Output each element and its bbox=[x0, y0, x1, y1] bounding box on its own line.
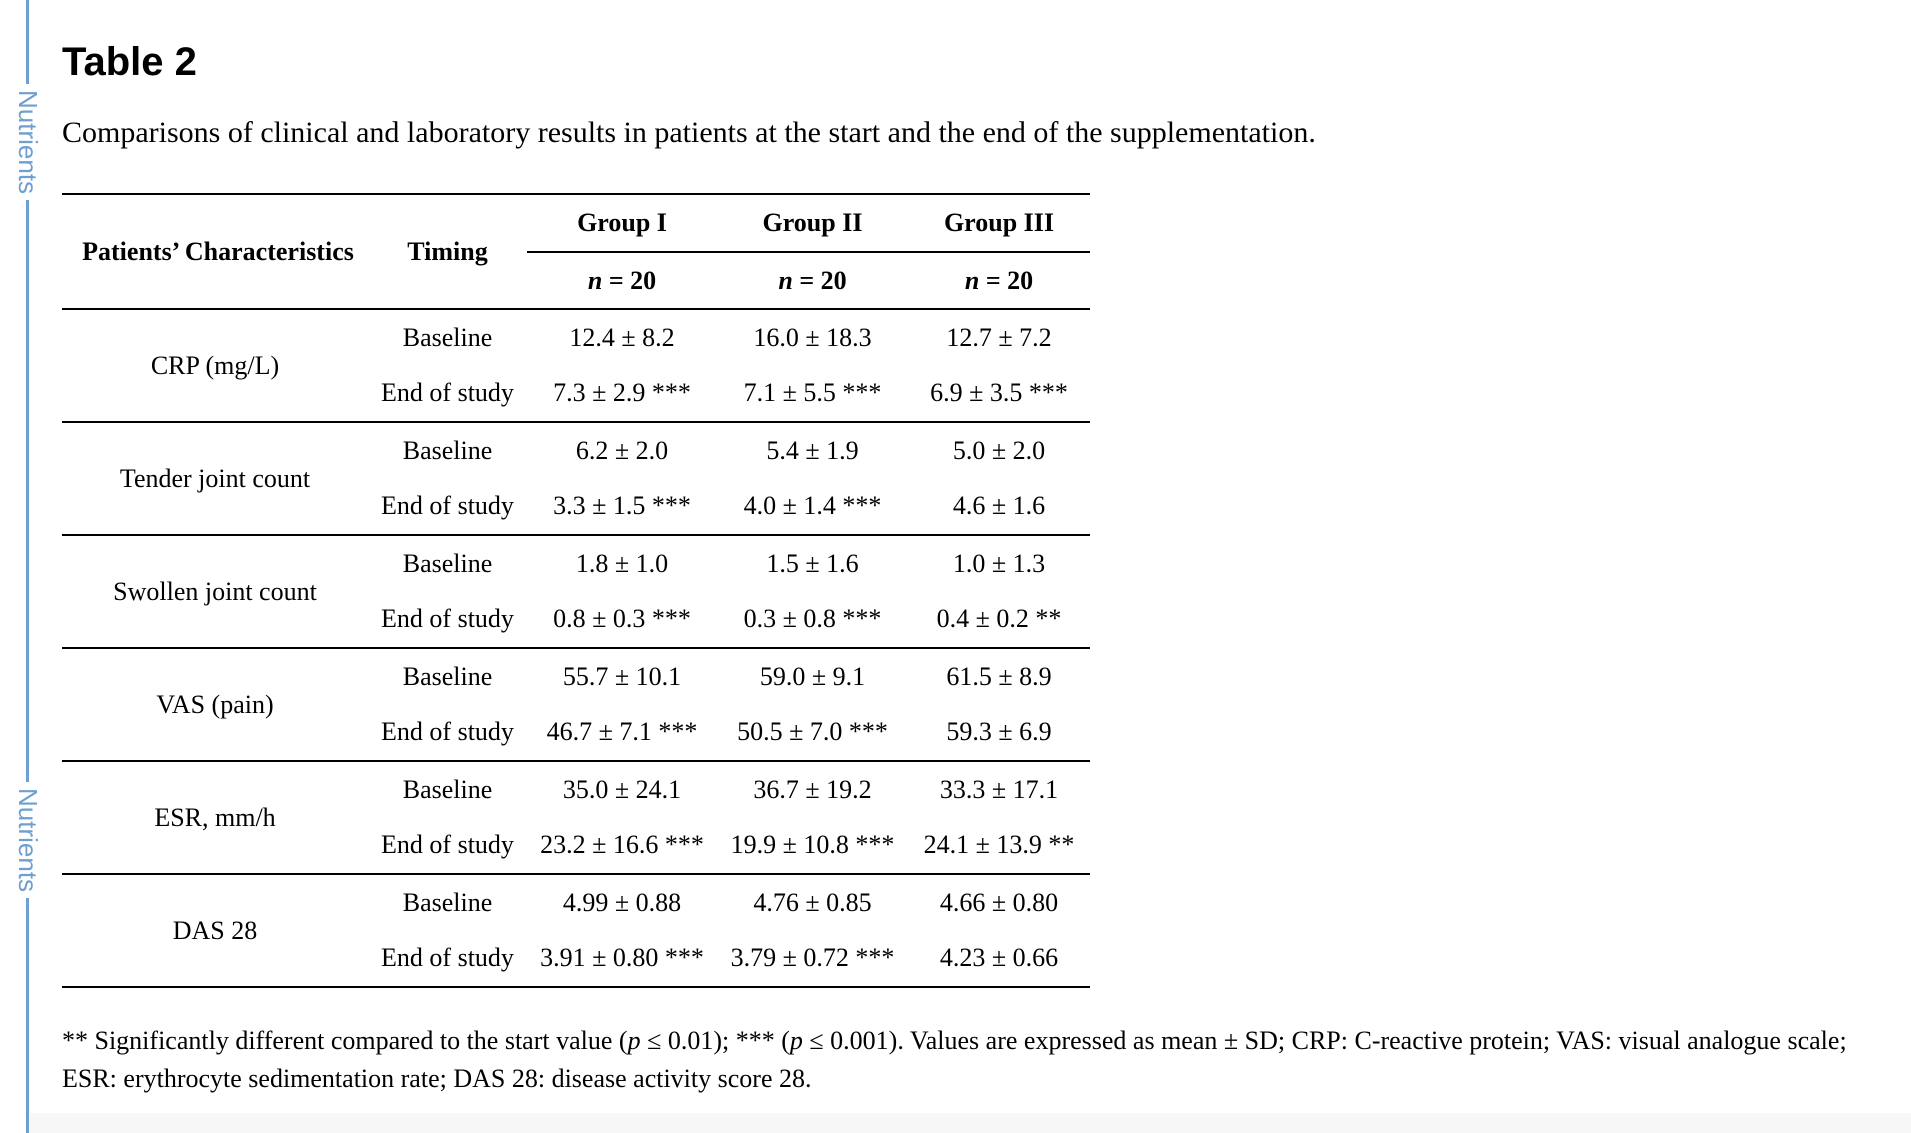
value-cell: 0.4 ± 0.2 ** bbox=[908, 591, 1090, 649]
value-cell: 4.23 ± 0.66 bbox=[908, 930, 1090, 988]
table-row: Tender joint count Baseline 6.2 ± 2.0 5.… bbox=[62, 422, 1090, 536]
sidebar-journal-label[interactable]: Nutrients bbox=[13, 782, 43, 899]
value-cell: 4.0 ± 1.4 *** bbox=[717, 478, 908, 536]
row-label: CRP (mg/L) bbox=[62, 309, 368, 423]
table-row: End of study 7.3 ± 2.9 *** 7.1 ± 5.5 ***… bbox=[62, 365, 1090, 423]
table-header: Patients’ Characteristics Timing Group I… bbox=[62, 193, 1090, 310]
timing-cell: End of study bbox=[368, 704, 527, 762]
value-cell: 59.0 ± 9.1 bbox=[759, 661, 866, 691]
value-cell: 4.99 ± 0.88 bbox=[562, 887, 682, 917]
column-header-group-1: Group I bbox=[527, 193, 717, 253]
value-cell: 36.7 ± 19.2 bbox=[753, 774, 872, 804]
table-row: End of study 46.7 ± 7.1 *** 50.5 ± 7.0 *… bbox=[62, 704, 1090, 762]
table-row: End of study 0.8 ± 0.3 *** 0.3 ± 0.8 ***… bbox=[62, 591, 1090, 649]
value-cell: 5.0 ± 2.0 bbox=[952, 435, 1046, 465]
table-row: End of study 3.3 ± 1.5 *** 4.0 ± 1.4 ***… bbox=[62, 478, 1090, 536]
timing-cell: End of study bbox=[368, 591, 527, 649]
value-cell: 12.7 ± 7.2 bbox=[946, 322, 1052, 352]
value-cell: 61.5 ± 8.9 bbox=[946, 661, 1052, 691]
value-cell: 19.9 ± 10.8 *** bbox=[717, 817, 908, 875]
results-table: Patients’ Characteristics Timing Group I… bbox=[62, 193, 1090, 988]
table-body: CRP (mg/L) Baseline 12.4 ± 8.2 16.0 ± 18… bbox=[62, 309, 1090, 988]
column-header-characteristics: Patients’ Characteristics bbox=[62, 193, 368, 310]
value-cell: 12.4 ± 8.2 bbox=[569, 322, 675, 352]
value-cell: 3.91 ± 0.80 *** bbox=[527, 930, 717, 988]
value-cell: 46.7 ± 7.1 *** bbox=[527, 704, 717, 762]
row-label: VAS (pain) bbox=[62, 648, 368, 762]
timing-cell: Baseline bbox=[402, 887, 493, 917]
timing-cell: Baseline bbox=[402, 322, 493, 352]
value-cell: 7.3 ± 2.9 *** bbox=[527, 365, 717, 423]
value-cell: 16.0 ± 18.3 bbox=[753, 322, 872, 352]
timing-cell: Baseline bbox=[402, 661, 493, 691]
column-header-timing: Timing bbox=[368, 193, 527, 310]
value-cell: 1.5 ± 1.6 bbox=[766, 548, 859, 578]
column-header-group-3: Group III bbox=[908, 193, 1090, 253]
table-row: VAS (pain) Baseline 55.7 ± 10.1 59.0 ± 9… bbox=[62, 648, 1090, 762]
value-cell: 59.3 ± 6.9 bbox=[908, 704, 1090, 762]
value-cell: 23.2 ± 16.6 *** bbox=[527, 817, 717, 875]
value-cell: 6.2 ± 2.0 bbox=[575, 435, 669, 465]
value-cell: 50.5 ± 7.0 *** bbox=[717, 704, 908, 762]
page-bottom-strip bbox=[30, 1113, 1911, 1133]
table-row: ESR, mm/h Baseline 35.0 ± 24.1 36.7 ± 19… bbox=[62, 761, 1090, 875]
timing-cell: End of study bbox=[368, 478, 527, 536]
value-cell: 3.79 ± 0.72 *** bbox=[717, 930, 908, 988]
timing-cell: Baseline bbox=[402, 548, 493, 578]
row-label: Tender joint count bbox=[62, 422, 368, 536]
row-label: Swollen joint count bbox=[62, 535, 368, 649]
group-2-sample-size: n = 20 bbox=[717, 252, 908, 310]
value-cell: 35.0 ± 24.1 bbox=[562, 774, 682, 804]
table-row: End of study 23.2 ± 16.6 *** 19.9 ± 10.8… bbox=[62, 817, 1090, 875]
timing-cell: Baseline bbox=[402, 774, 493, 804]
table-row: CRP (mg/L) Baseline 12.4 ± 8.2 16.0 ± 18… bbox=[62, 309, 1090, 423]
value-cell: 0.8 ± 0.3 *** bbox=[527, 591, 717, 649]
table-row: DAS 28 Baseline 4.99 ± 0.88 4.76 ± 0.85 … bbox=[62, 874, 1090, 988]
value-cell: 0.3 ± 0.8 *** bbox=[717, 591, 908, 649]
value-cell: 5.4 ± 1.9 bbox=[766, 435, 859, 465]
timing-cell: Baseline bbox=[402, 435, 493, 465]
group-1-sample-size: n = 20 bbox=[527, 252, 717, 310]
sidebar-accent-line bbox=[26, 0, 29, 1133]
value-cell: 4.6 ± 1.6 bbox=[908, 478, 1090, 536]
row-label: DAS 28 bbox=[62, 874, 368, 988]
timing-cell: End of study bbox=[368, 817, 527, 875]
value-cell: 1.0 ± 1.3 bbox=[952, 548, 1046, 578]
timing-cell: End of study bbox=[368, 365, 527, 423]
timing-cell: End of study bbox=[368, 930, 527, 988]
table-row: Swollen joint count Baseline 1.8 ± 1.0 1… bbox=[62, 535, 1090, 649]
value-cell: 33.3 ± 17.1 bbox=[939, 774, 1059, 804]
table-footnote: ** Significantly different compared to t… bbox=[62, 1026, 1847, 1093]
value-cell: 6.9 ± 3.5 *** bbox=[908, 365, 1090, 423]
sidebar-journal-label[interactable]: Nutrients bbox=[13, 84, 43, 201]
table-row: End of study 3.91 ± 0.80 *** 3.79 ± 0.72… bbox=[62, 930, 1090, 988]
group-3-sample-size: n = 20 bbox=[908, 252, 1090, 310]
value-cell: 7.1 ± 5.5 *** bbox=[717, 365, 908, 423]
value-cell: 24.1 ± 13.9 ** bbox=[908, 817, 1090, 875]
table-title: Table 2 bbox=[62, 40, 197, 84]
value-cell: 3.3 ± 1.5 *** bbox=[527, 478, 717, 536]
value-cell: 1.8 ± 1.0 bbox=[575, 548, 669, 578]
value-cell: 4.66 ± 0.80 bbox=[939, 887, 1059, 917]
value-cell: 4.76 ± 0.85 bbox=[753, 887, 872, 917]
table-caption: Comparisons of clinical and laboratory r… bbox=[62, 116, 1316, 149]
row-label: ESR, mm/h bbox=[62, 761, 368, 875]
column-header-group-2: Group II bbox=[717, 193, 908, 253]
value-cell: 55.7 ± 10.1 bbox=[562, 661, 682, 691]
